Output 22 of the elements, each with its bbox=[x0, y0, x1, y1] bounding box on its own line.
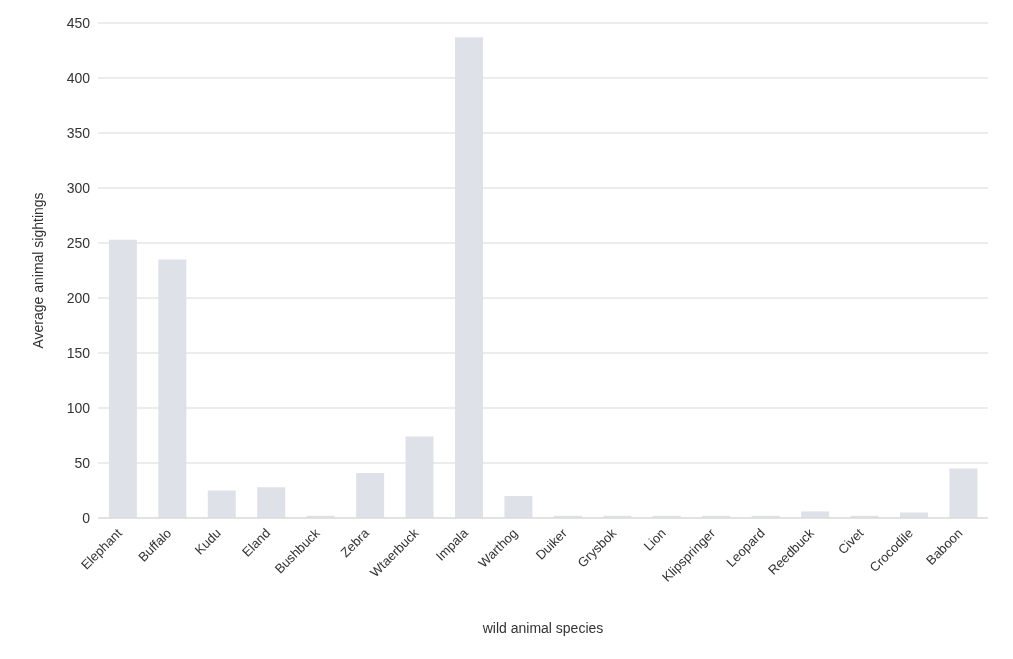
y-tick-label: 350 bbox=[66, 124, 91, 141]
bar bbox=[356, 472, 385, 518]
bar bbox=[801, 511, 830, 518]
y-tick-label: 200 bbox=[66, 289, 91, 306]
y-tick-label: 400 bbox=[66, 69, 91, 86]
y-tick-label: 250 bbox=[66, 234, 91, 251]
y-tick-label: 0 bbox=[82, 509, 91, 526]
y-axis-title: Average animal sightings bbox=[29, 192, 46, 349]
y-tick-label: 450 bbox=[66, 14, 91, 31]
x-axis-title: wild animal species bbox=[481, 620, 604, 636]
bar bbox=[504, 496, 533, 518]
y-tick-label: 100 bbox=[66, 399, 91, 416]
bar bbox=[949, 468, 978, 518]
bar bbox=[108, 239, 137, 518]
bar bbox=[257, 487, 286, 518]
bar bbox=[207, 490, 236, 518]
bar bbox=[405, 436, 434, 518]
y-tick-label: 50 bbox=[74, 454, 91, 471]
y-tick-label: 150 bbox=[66, 344, 91, 361]
y-tick-label: 300 bbox=[66, 179, 91, 196]
bar bbox=[454, 37, 483, 518]
bar bbox=[158, 259, 187, 518]
